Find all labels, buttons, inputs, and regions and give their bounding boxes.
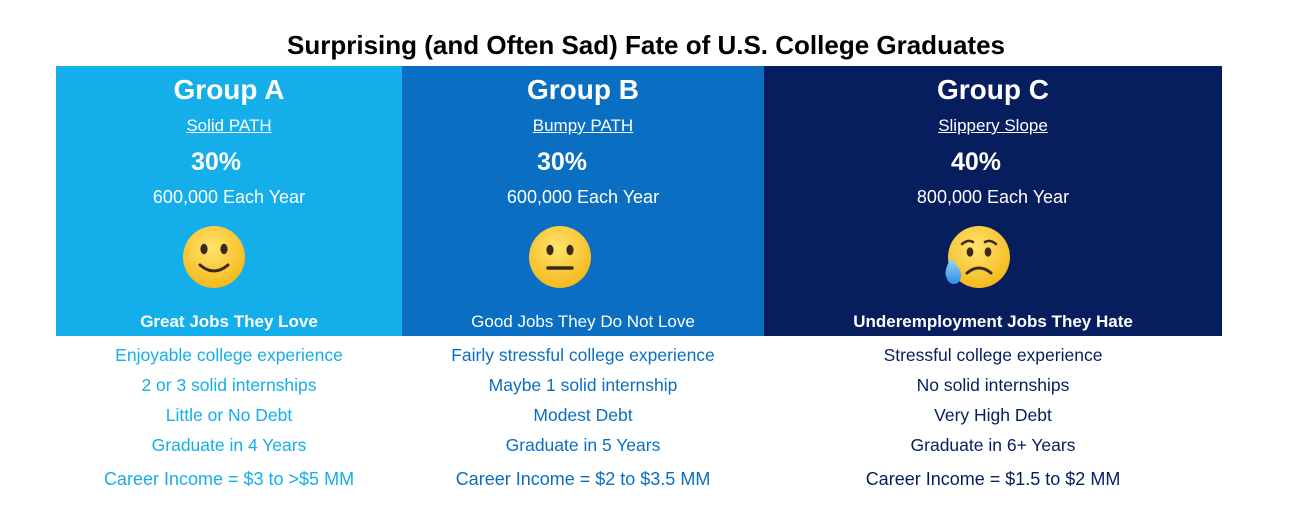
sad-but-relieved-face-icon [942,224,1010,290]
group-c-panel: Group C Slippery Slope 40% 800,000 Each … [764,66,1222,336]
group-a-path: Solid PATH [186,116,272,135]
neutral-face-icon [527,224,593,290]
group-b-bullet: Graduate in 5 Years [505,435,661,455]
group-b-bullet: Modest Debt [533,405,633,425]
group-b-path: Bumpy PATH [532,116,634,135]
group-c-path: Slippery Slope [938,116,1048,135]
group-b-bullet: Fairly stressful college experience [451,345,715,365]
group-b-name: Group B [527,74,639,105]
group-a-bullet: Little or No Debt [165,405,293,425]
group-a-name: Group A [173,74,285,105]
group-a-details: Enjoyable college experience 2 or 3 soli… [56,340,402,494]
group-c-name: Group C [937,74,1049,105]
group-a-income: Career Income = $3 to >$5 MM [103,469,355,489]
group-b-job-line: Good Jobs They Do Not Love [471,312,695,331]
group-a-job-line: Great Jobs They Love [140,312,318,331]
group-b-per-year: 600,000 Each Year [506,187,660,207]
group-a-bullet: Enjoyable college experience [115,345,343,365]
group-c-job-line: Underemployment Jobs They Hate [853,312,1133,331]
group-a-panel: Group A Solid PATH 30% 600,000 Each Year… [56,66,402,336]
group-a-bullet: 2 or 3 solid internships [141,375,317,395]
group-c-per-year: 800,000 Each Year [916,187,1070,207]
group-b-bullet: Maybe 1 solid internship [488,375,678,395]
group-b-details: Fairly stressful college experience Mayb… [402,340,764,494]
group-c-bullet: Stressful college experience [883,345,1103,365]
group-a-per-year: 600,000 Each Year [152,187,306,207]
group-b-income: Career Income = $2 to $3.5 MM [455,469,711,489]
group-a-bullet: Graduate in 4 Years [151,435,307,455]
group-c-bullet: No solid internships [916,375,1070,395]
group-b-panel: Group B Bumpy PATH 30% 600,000 Each Year… [402,66,764,336]
group-c-percent: 40% [950,148,1002,176]
group-a-percent: 30% [190,148,242,176]
group-c-income: Career Income = $1.5 to $2 MM [865,469,1121,489]
slide-title: Surprising (and Often Sad) Fate of U.S. … [287,30,1005,60]
group-c-bullet: Graduate in 6+ Years [910,435,1076,455]
slightly-smiling-face-icon [181,224,247,290]
group-b-percent: 30% [536,148,588,176]
group-c-bullet: Very High Debt [934,405,1052,425]
group-c-details: Stressful college experience No solid in… [764,340,1222,494]
